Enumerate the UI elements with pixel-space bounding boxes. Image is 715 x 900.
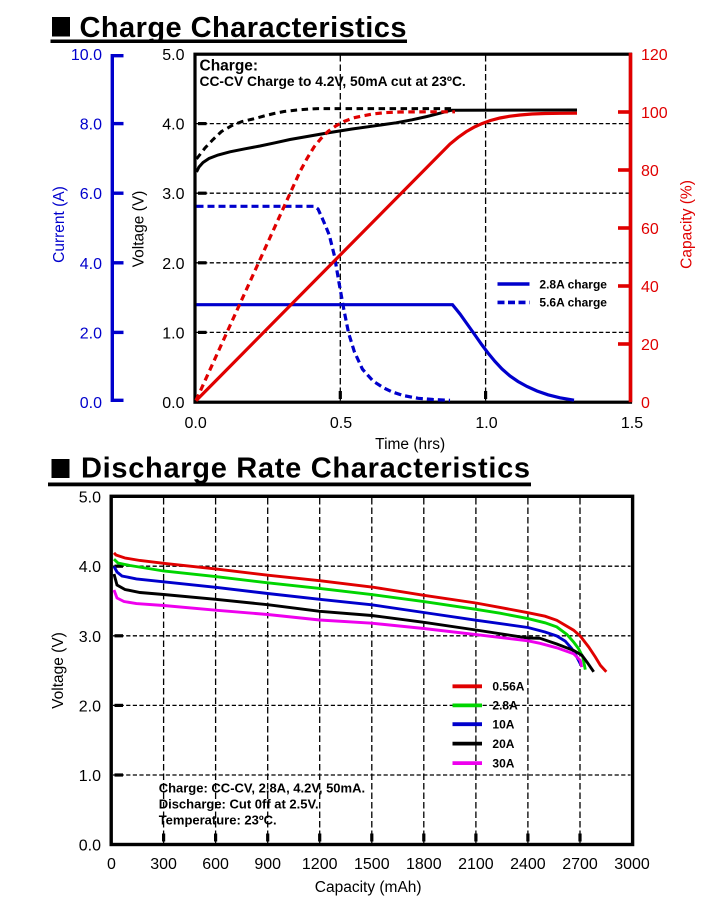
svg-text:0: 0 — [107, 856, 116, 873]
svg-text:Charge: CC-CV, 2.8A, 4.2V, 50m: Charge: CC-CV, 2.8A, 4.2V, 50mA. — [159, 780, 365, 795]
svg-text:10.0: 10.0 — [71, 47, 102, 64]
svg-text:0.5: 0.5 — [330, 415, 352, 432]
svg-text:5.0: 5.0 — [162, 47, 184, 64]
svg-text:2.0: 2.0 — [79, 698, 101, 715]
svg-text:8.0: 8.0 — [80, 117, 102, 134]
svg-text:0.0: 0.0 — [79, 838, 101, 855]
svg-text:3000: 3000 — [614, 856, 650, 873]
svg-text:120: 120 — [641, 47, 668, 64]
svg-text:1.0: 1.0 — [162, 325, 184, 342]
svg-text:Voltage (V): Voltage (V) — [50, 632, 67, 709]
svg-text:0: 0 — [641, 395, 650, 412]
svg-text:0.56A: 0.56A — [492, 680, 524, 694]
svg-text:0.0: 0.0 — [162, 395, 184, 412]
svg-text:80: 80 — [641, 163, 659, 180]
svg-text:100: 100 — [641, 105, 668, 122]
svg-text:2100: 2100 — [458, 856, 494, 873]
svg-text:6.0: 6.0 — [80, 186, 102, 203]
svg-text:Discharge Rate Characteristics: Discharge Rate Characteristics — [81, 453, 531, 485]
svg-text:Capacity (%): Capacity (%) — [679, 180, 696, 269]
svg-text:1.0: 1.0 — [475, 415, 497, 432]
svg-text:30A: 30A — [492, 756, 514, 770]
svg-text:2.0: 2.0 — [162, 256, 184, 273]
svg-text:Time (hrs): Time (hrs) — [375, 436, 445, 453]
svg-text:Charge Characteristics: Charge Characteristics — [80, 12, 407, 44]
svg-text:2.8A: 2.8A — [492, 699, 518, 713]
svg-text:1.5: 1.5 — [621, 415, 643, 432]
svg-text:Temperature: 23ºC.: Temperature: 23ºC. — [159, 813, 277, 828]
svg-text:2.0: 2.0 — [80, 325, 102, 342]
svg-text:Charge:: Charge: — [200, 57, 259, 74]
svg-text:0.0: 0.0 — [80, 395, 102, 412]
svg-text:2700: 2700 — [562, 856, 598, 873]
svg-text:40: 40 — [641, 279, 659, 296]
svg-text:3.0: 3.0 — [79, 629, 101, 646]
svg-text:600: 600 — [202, 856, 229, 873]
svg-text:2.8A charge: 2.8A charge — [539, 278, 607, 292]
svg-text:3.0: 3.0 — [162, 186, 184, 203]
svg-text:900: 900 — [254, 856, 281, 873]
svg-text:0.0: 0.0 — [184, 415, 206, 432]
svg-text:300: 300 — [150, 856, 177, 873]
svg-text:20: 20 — [641, 337, 659, 354]
svg-text:Capacity (mAh): Capacity (mAh) — [315, 879, 422, 896]
svg-text:Voltage (V): Voltage (V) — [131, 191, 148, 268]
svg-text:5.6A charge: 5.6A charge — [539, 295, 607, 309]
svg-text:5.0: 5.0 — [79, 490, 101, 507]
svg-text:1800: 1800 — [406, 856, 442, 873]
svg-text:1500: 1500 — [354, 856, 390, 873]
svg-text:4.0: 4.0 — [79, 559, 101, 576]
svg-text:Current (A): Current (A) — [51, 186, 68, 263]
svg-text:1200: 1200 — [302, 856, 338, 873]
svg-text:2400: 2400 — [510, 856, 546, 873]
svg-text:10A: 10A — [492, 717, 514, 731]
svg-text:Discharge: Cut 0ff at 2.5V.: Discharge: Cut 0ff at 2.5V. — [159, 797, 319, 812]
svg-text:60: 60 — [641, 221, 659, 238]
svg-text:4.0: 4.0 — [162, 117, 184, 134]
svg-text:CC-CV Charge to 4.2V, 50mA cut: CC-CV Charge to 4.2V, 50mA cut at 23ºC. — [200, 74, 466, 89]
svg-text:1.0: 1.0 — [79, 768, 101, 785]
svg-text:20A: 20A — [492, 737, 514, 751]
svg-text:4.0: 4.0 — [80, 256, 102, 273]
